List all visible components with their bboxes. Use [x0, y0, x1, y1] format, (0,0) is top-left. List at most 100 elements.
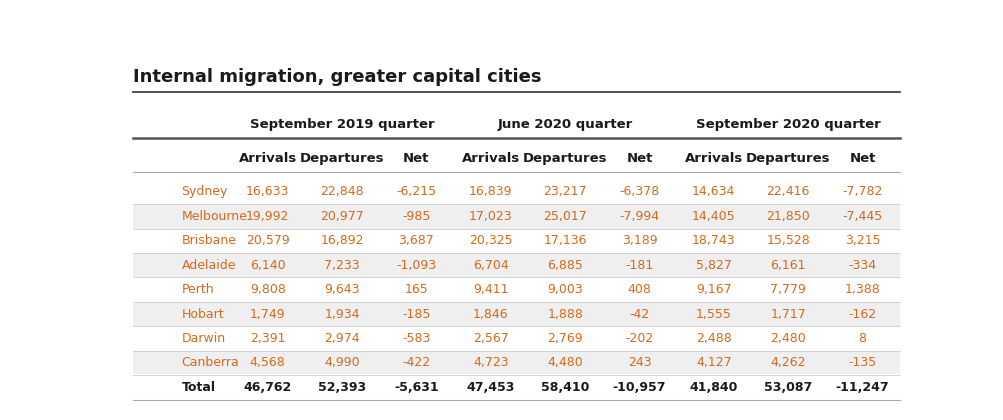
- Text: Canberra: Canberra: [182, 357, 239, 369]
- Text: 4,568: 4,568: [250, 357, 285, 369]
- Text: -42: -42: [629, 307, 649, 320]
- Text: Arrivals: Arrivals: [239, 152, 297, 165]
- FancyBboxPatch shape: [133, 302, 899, 326]
- Text: 16,892: 16,892: [320, 234, 363, 247]
- Text: -7,445: -7,445: [842, 210, 882, 223]
- FancyBboxPatch shape: [133, 204, 899, 228]
- FancyBboxPatch shape: [133, 326, 899, 351]
- Text: Net: Net: [849, 152, 875, 165]
- Text: 8: 8: [858, 332, 866, 345]
- Text: 21,850: 21,850: [765, 210, 809, 223]
- Text: 17,023: 17,023: [468, 210, 513, 223]
- Text: 5,827: 5,827: [695, 259, 731, 272]
- Text: 20,579: 20,579: [246, 234, 289, 247]
- Text: -334: -334: [848, 259, 876, 272]
- Text: 2,974: 2,974: [324, 332, 359, 345]
- Text: 2,769: 2,769: [547, 332, 583, 345]
- Text: Brisbane: Brisbane: [182, 234, 237, 247]
- Text: 4,127: 4,127: [695, 357, 731, 369]
- Text: 53,087: 53,087: [763, 381, 811, 394]
- Text: Adelaide: Adelaide: [182, 259, 236, 272]
- Text: 14,405: 14,405: [691, 210, 735, 223]
- Text: Sydney: Sydney: [182, 186, 228, 199]
- Text: -583: -583: [402, 332, 430, 345]
- Text: 46,762: 46,762: [244, 381, 292, 394]
- Text: 16,839: 16,839: [468, 186, 512, 199]
- Text: 1,749: 1,749: [250, 307, 285, 320]
- Text: 1,934: 1,934: [324, 307, 359, 320]
- Text: 23,217: 23,217: [543, 186, 587, 199]
- Text: September 2019 quarter: September 2019 quarter: [250, 118, 434, 131]
- Text: 1,555: 1,555: [695, 307, 731, 320]
- Text: 16,633: 16,633: [246, 186, 289, 199]
- Text: 9,167: 9,167: [695, 283, 731, 296]
- Text: -6,215: -6,215: [396, 186, 436, 199]
- Text: 9,808: 9,808: [250, 283, 286, 296]
- FancyBboxPatch shape: [133, 351, 899, 375]
- Text: 47,453: 47,453: [466, 381, 515, 394]
- Text: 15,528: 15,528: [765, 234, 809, 247]
- Text: 1,846: 1,846: [472, 307, 509, 320]
- Text: 19,992: 19,992: [246, 210, 289, 223]
- Text: 41,840: 41,840: [689, 381, 737, 394]
- Text: 2,391: 2,391: [250, 332, 285, 345]
- Text: 18,743: 18,743: [691, 234, 735, 247]
- Text: 4,990: 4,990: [324, 357, 359, 369]
- FancyBboxPatch shape: [133, 228, 899, 253]
- Text: 14,634: 14,634: [691, 186, 735, 199]
- Text: 2,488: 2,488: [695, 332, 731, 345]
- Text: September 2020 quarter: September 2020 quarter: [695, 118, 880, 131]
- Text: 6,140: 6,140: [250, 259, 285, 272]
- Text: Internal migration, greater capital cities: Internal migration, greater capital citi…: [133, 68, 542, 86]
- Text: 22,848: 22,848: [320, 186, 363, 199]
- Text: Departures: Departures: [523, 152, 607, 165]
- Text: -6,378: -6,378: [619, 186, 659, 199]
- Text: -7,994: -7,994: [619, 210, 659, 223]
- Text: -10,957: -10,957: [612, 381, 666, 394]
- Text: Darwin: Darwin: [182, 332, 226, 345]
- Text: 408: 408: [627, 283, 651, 296]
- Text: 9,003: 9,003: [547, 283, 583, 296]
- FancyBboxPatch shape: [133, 278, 899, 302]
- Text: 3,189: 3,189: [621, 234, 657, 247]
- Text: 6,161: 6,161: [769, 259, 805, 272]
- Text: 1,888: 1,888: [547, 307, 583, 320]
- Text: Hobart: Hobart: [182, 307, 224, 320]
- Text: Melbourne: Melbourne: [182, 210, 247, 223]
- Text: Arrivals: Arrivals: [461, 152, 520, 165]
- Text: -202: -202: [625, 332, 653, 345]
- Text: 9,643: 9,643: [324, 283, 359, 296]
- Text: 1,388: 1,388: [844, 283, 880, 296]
- Text: 4,723: 4,723: [472, 357, 509, 369]
- Text: Total: Total: [182, 381, 216, 394]
- Text: Net: Net: [626, 152, 652, 165]
- Text: 17,136: 17,136: [543, 234, 587, 247]
- Text: 25,017: 25,017: [543, 210, 587, 223]
- Text: -185: -185: [402, 307, 430, 320]
- Text: -11,247: -11,247: [834, 381, 889, 394]
- Text: 20,977: 20,977: [320, 210, 363, 223]
- FancyBboxPatch shape: [133, 180, 899, 204]
- Text: Arrivals: Arrivals: [684, 152, 742, 165]
- Text: Perth: Perth: [182, 283, 214, 296]
- Text: -162: -162: [848, 307, 876, 320]
- Text: 6,704: 6,704: [472, 259, 509, 272]
- Text: 2,480: 2,480: [769, 332, 805, 345]
- Text: -135: -135: [848, 357, 876, 369]
- FancyBboxPatch shape: [133, 375, 899, 399]
- Text: 243: 243: [627, 357, 651, 369]
- Text: 22,416: 22,416: [765, 186, 809, 199]
- Text: 3,687: 3,687: [398, 234, 434, 247]
- Text: 7,233: 7,233: [324, 259, 359, 272]
- Text: -1,093: -1,093: [396, 259, 436, 272]
- Text: 4,480: 4,480: [547, 357, 583, 369]
- Text: June 2020 quarter: June 2020 quarter: [497, 118, 632, 131]
- Text: 7,779: 7,779: [769, 283, 805, 296]
- Text: 58,410: 58,410: [541, 381, 589, 394]
- Text: -181: -181: [625, 259, 653, 272]
- Text: Departures: Departures: [300, 152, 384, 165]
- Text: Net: Net: [403, 152, 429, 165]
- Text: 2,567: 2,567: [472, 332, 509, 345]
- Text: 52,393: 52,393: [318, 381, 366, 394]
- Text: Departures: Departures: [745, 152, 829, 165]
